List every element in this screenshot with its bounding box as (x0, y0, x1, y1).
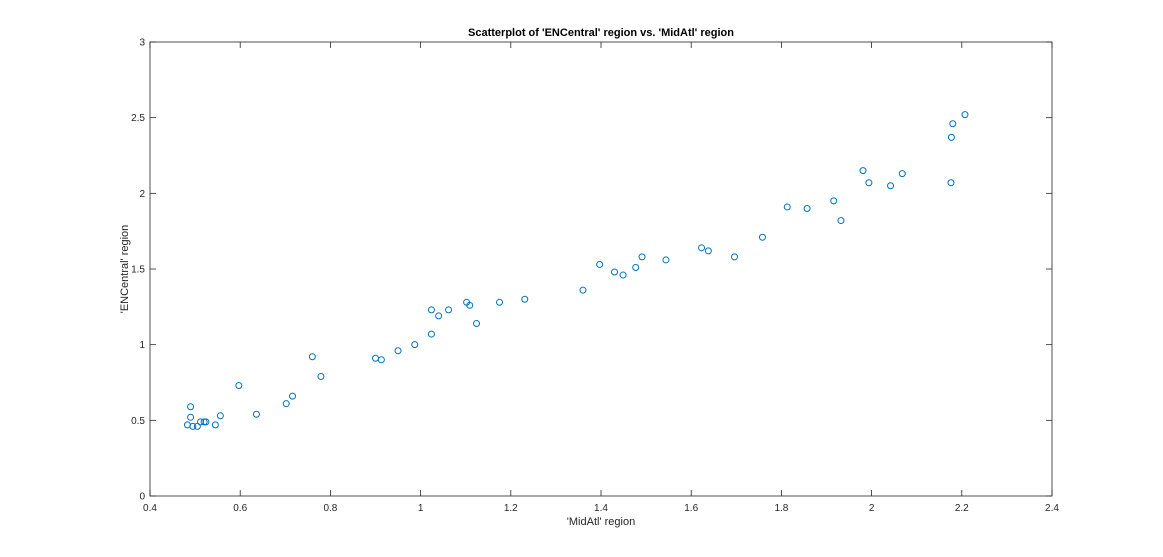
x-tick-label: 2.4 (1045, 503, 1059, 514)
data-point (202, 418, 210, 426)
data-point (435, 312, 443, 320)
data-point (189, 422, 197, 430)
data-point (949, 120, 957, 128)
data-point (830, 197, 838, 205)
data-point (698, 244, 706, 252)
data-point (803, 204, 811, 212)
data-point (859, 167, 867, 175)
x-axis-label: 'MidAtl' region (567, 516, 635, 528)
data-point (427, 330, 435, 338)
plot-box (149, 41, 1053, 497)
data-point (961, 111, 969, 119)
data-point (308, 353, 316, 361)
data-point (730, 253, 738, 261)
x-tick-label: 0.8 (323, 503, 337, 514)
data-point (662, 256, 670, 264)
data-point (619, 271, 627, 279)
data-point (466, 301, 474, 309)
data-point (211, 421, 219, 429)
data-point (252, 410, 260, 418)
data-point (704, 247, 712, 255)
y-tick-label: 0 (139, 492, 145, 503)
data-point (947, 179, 955, 187)
data-point (411, 341, 419, 349)
x-tick-label: 1.2 (504, 503, 518, 514)
y-tick-label: 1 (139, 340, 145, 351)
data-point (596, 260, 604, 268)
axes: 0.4 0.6 0.8 1 1.2 1.4 1.6 1.8 2 2.2 2.4 0 0.5 1 1.5 2 2.… (131, 38, 1059, 515)
y-tick-label: 2 (139, 189, 145, 200)
x-tick-label: 1.8 (774, 503, 788, 514)
data-point (473, 319, 481, 327)
data-point (193, 422, 201, 430)
data-point (394, 347, 402, 355)
data-point (632, 263, 640, 271)
chart-title: Scatterplot of 'ENCentral' region vs. 'M… (468, 27, 734, 39)
x-tick-label: 0.6 (233, 503, 247, 514)
data-point (611, 268, 619, 276)
data-points (183, 111, 969, 430)
x-tick-label: 2.2 (955, 503, 969, 514)
data-point (187, 403, 195, 411)
data-point (638, 253, 646, 261)
y-tick-label: 3 (139, 38, 145, 49)
data-point (187, 413, 195, 421)
x-tick-label: 1 (418, 503, 424, 514)
data-point (887, 182, 895, 190)
data-point (216, 412, 224, 420)
data-point (377, 356, 385, 364)
y-tick-label: 1.5 (131, 265, 145, 276)
data-point (289, 392, 297, 400)
data-point (197, 418, 205, 426)
data-point (372, 354, 379, 362)
data-point (521, 295, 529, 303)
x-tick-label: 0.4 (143, 503, 157, 514)
data-point (837, 217, 845, 225)
data-point (317, 372, 325, 380)
y-axis-label: 'ENCentral' region (119, 225, 131, 314)
data-point (427, 306, 435, 314)
data-point (445, 306, 453, 314)
y-tick-label: 2.5 (131, 113, 145, 124)
data-point (235, 382, 243, 390)
data-point (947, 133, 955, 141)
data-point (758, 233, 766, 241)
data-point (282, 400, 290, 408)
data-point (579, 286, 587, 294)
x-tick-label: 1.4 (594, 503, 608, 514)
x-tick-label: 1.6 (684, 503, 698, 514)
data-point (200, 418, 208, 426)
y-tick-label: 0.5 (131, 416, 145, 427)
data-point (898, 170, 906, 178)
data-point (496, 298, 504, 306)
data-point (783, 203, 791, 211)
data-point (865, 179, 873, 187)
x-tick-label: 2 (869, 503, 875, 514)
